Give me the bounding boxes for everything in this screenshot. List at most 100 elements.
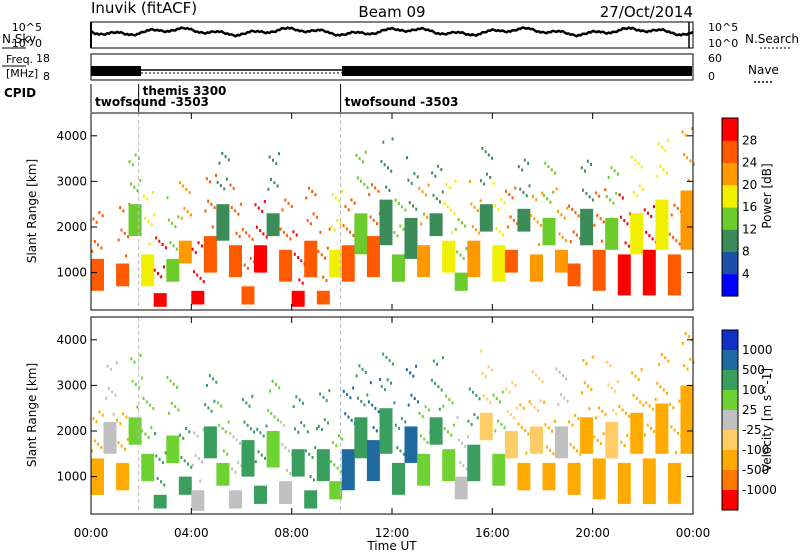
velocity-cell	[116, 462, 130, 491]
power-speckle	[245, 231, 247, 235]
velocity-speckle	[597, 406, 600, 410]
velocity-speckle	[243, 420, 246, 424]
velocity-speckle	[675, 451, 678, 455]
power-speckle	[344, 204, 347, 208]
velocity-colorbar-swatch	[722, 450, 738, 471]
power-speckle	[97, 243, 99, 247]
power-speckle	[263, 200, 266, 203]
velocity-speckle	[363, 403, 366, 407]
velocity-speckle	[424, 405, 427, 409]
power-speckle	[563, 216, 566, 220]
velocity-speckle	[494, 429, 497, 433]
velocity-speckle	[623, 444, 626, 447]
power-cell	[91, 258, 104, 291]
velocity-speckle	[669, 402, 671, 406]
power-speckle	[500, 197, 503, 201]
power-speckle	[560, 213, 563, 217]
velocity-speckle	[267, 408, 270, 412]
power-speckle	[315, 215, 318, 219]
power-colorbar-frame	[721, 117, 739, 297]
velocity-speckle	[319, 392, 322, 396]
power-speckle	[251, 237, 254, 241]
velocity-speckle	[355, 374, 358, 378]
velocity-speckle	[204, 403, 207, 407]
power-speckle	[462, 256, 465, 260]
power-speckle	[254, 203, 257, 207]
power-cell	[642, 249, 656, 296]
velocity-speckle	[678, 399, 681, 403]
power-speckle	[546, 197, 549, 201]
power-speckle	[648, 234, 651, 238]
velocity-speckle	[681, 341, 684, 345]
power-speckle	[223, 187, 226, 191]
noise-tick-top-right: 10^5	[708, 21, 738, 34]
power-speckle	[402, 227, 405, 231]
velocity-speckle	[379, 377, 382, 381]
power-speckle	[374, 186, 377, 190]
power-speckle	[164, 246, 167, 250]
power-speckle	[246, 266, 249, 270]
velocity-speckle	[222, 449, 225, 453]
power-speckle	[683, 152, 685, 156]
power-speckle	[127, 235, 129, 239]
x-axis: 00:00 04:00 08:00 12:00 16:00 20:00 00:00	[74, 113, 710, 540]
power-speckle	[514, 186, 517, 190]
power-cell	[191, 290, 205, 305]
power-speckle	[234, 209, 237, 213]
velocity-speckle	[581, 391, 583, 395]
power-colorbar-swatch	[722, 162, 738, 186]
power-speckle	[401, 205, 404, 209]
velocity-speckle	[595, 416, 598, 420]
power-speckle	[424, 193, 427, 197]
power-cell	[229, 245, 242, 278]
power-speckle	[261, 209, 264, 213]
power-speckle	[431, 171, 434, 175]
power-cell	[630, 213, 644, 255]
velocity-speckle	[100, 446, 103, 449]
velocity-speckle	[409, 371, 412, 375]
velocity-speckle	[264, 456, 267, 460]
velocity-speckle	[465, 467, 468, 471]
velocity-speckle	[292, 405, 295, 409]
power-speckle	[656, 174, 659, 178]
power-speckle	[574, 211, 577, 215]
velocity-speckle	[297, 430, 300, 434]
power-speckle	[172, 244, 175, 248]
velocity-speckle	[333, 463, 336, 467]
power-speckle	[333, 228, 336, 232]
velocity-speckle	[235, 438, 238, 442]
freq-tick-top-right: 60	[708, 52, 722, 65]
velocity-speckle	[640, 368, 643, 372]
power-speckle	[623, 219, 626, 222]
power-cell	[279, 249, 293, 282]
velocity-cell	[680, 385, 694, 454]
noise-search-label: N.Search	[745, 32, 799, 46]
power-cell	[442, 240, 456, 273]
power-speckle	[272, 158, 274, 162]
power-speckle	[681, 130, 684, 134]
power-speckle	[394, 198, 397, 202]
velocity-speckle	[294, 427, 296, 431]
power-speckle	[580, 166, 583, 170]
power-speckle	[418, 186, 421, 190]
velocity-speckle	[505, 387, 508, 391]
power-speckle	[659, 164, 662, 168]
power-speckle	[604, 188, 607, 192]
velocity-speckle	[323, 418, 326, 422]
velocity-speckle	[269, 389, 271, 393]
velocity-speckle	[689, 357, 692, 361]
velocity-speckle	[130, 357, 133, 361]
velocity-speckle	[306, 430, 309, 434]
power-speckle	[136, 189, 139, 193]
power-speckle	[630, 155, 633, 159]
velocity-speckle	[486, 397, 489, 401]
velocity-speckle	[552, 452, 555, 456]
velocity-speckle	[314, 446, 317, 450]
velocity-speckle	[673, 428, 676, 432]
power-cell	[241, 286, 255, 305]
freq-panel: 18 8 60 0 Freq. [MHz] Nave	[2, 52, 779, 83]
velocity-speckle	[398, 427, 401, 430]
power-y-tick-label: 1000	[56, 266, 87, 280]
velocity-speckle	[180, 456, 183, 459]
velocity-speckle	[224, 430, 227, 434]
